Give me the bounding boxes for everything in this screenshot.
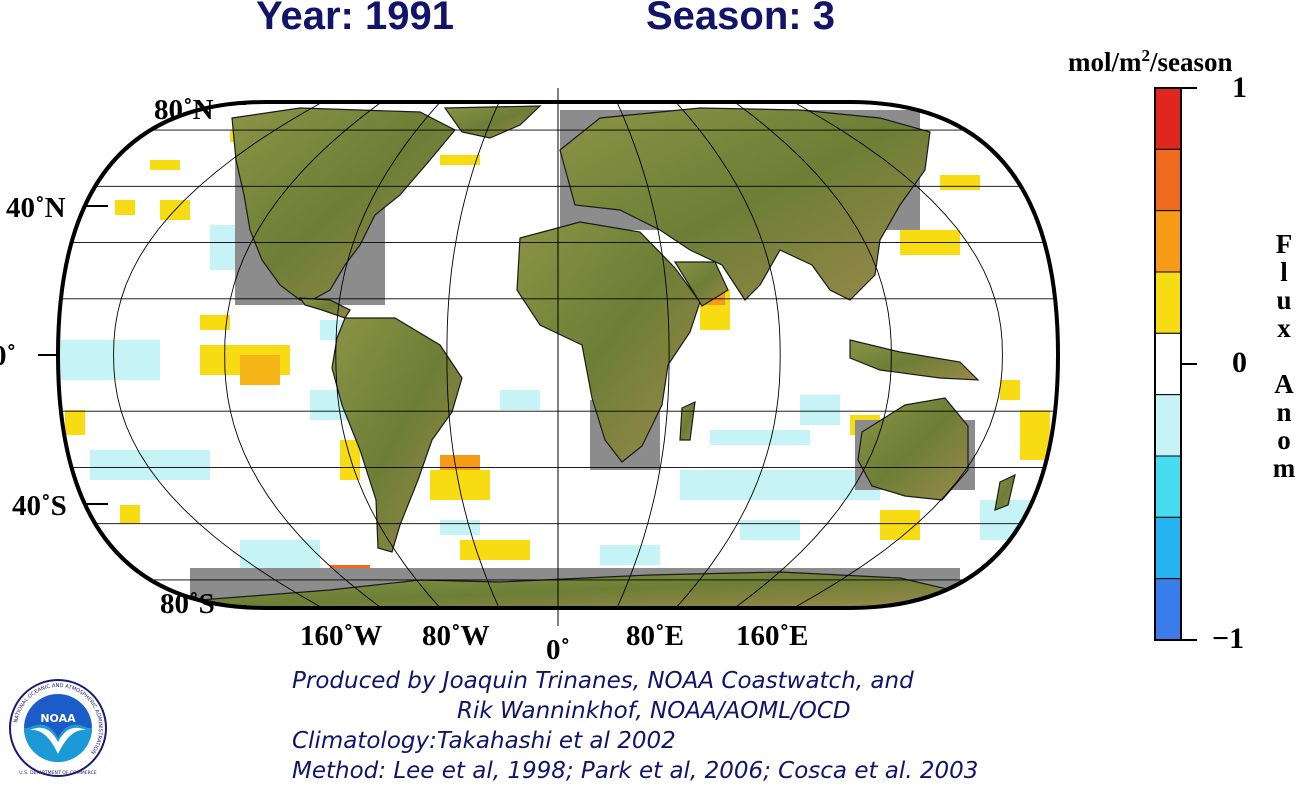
anomaly-cell: [600, 545, 660, 565]
anomaly-cell: [65, 410, 85, 435]
meridian-line: [616, 102, 670, 608]
credits-line-1: Produced by Joaquin Trinanes, NOAA Coast…: [292, 668, 914, 694]
credits-line-4: Method: Lee et al, 1998; Park et al, 200…: [292, 758, 979, 784]
year-title: Year: 1991: [256, 0, 454, 38]
anomaly-cell: [240, 355, 280, 385]
lat-label-80n: 80˚N: [154, 94, 214, 126]
lon-label-160e: 160˚E: [736, 620, 809, 652]
colorbar-title: F l u x A n o m: [1272, 229, 1296, 483]
lon-label-80w: 80˚W: [422, 620, 490, 652]
land-masses: [188, 105, 1016, 608]
southeast-asia-islands: [849, 339, 980, 381]
anomaly-cell: [940, 175, 980, 190]
anomaly-cell: [60, 340, 160, 380]
anomaly-cell: [460, 540, 530, 560]
anomaly-cell: [500, 390, 540, 410]
colorbar-segment: [1154, 332, 1182, 396]
meridian-line: [734, 102, 892, 608]
colorbar-units: mol/m2/season: [1068, 46, 1233, 77]
australia: [857, 397, 969, 501]
anomaly-cell: [115, 200, 135, 215]
anomaly-cell: [880, 510, 920, 540]
colorbar-segment: [1154, 148, 1182, 212]
anomaly-cell: [710, 430, 810, 445]
colorbar-segment: [1154, 394, 1182, 457]
meridian-line: [113, 102, 323, 608]
anomaly-cell: [1000, 380, 1020, 400]
graticule: [58, 102, 1058, 608]
anomaly-cell: [200, 315, 230, 330]
season-title: Season: 3: [646, 0, 835, 38]
colorbar-mid-label: 0: [1232, 346, 1247, 379]
colorbar-segment: [1154, 516, 1182, 580]
lon-label-0: 0˚: [546, 634, 571, 666]
lat-label-eq: 0˚: [0, 340, 17, 372]
map-border: [55, 100, 1061, 610]
africa: [516, 221, 701, 463]
anomaly-cell: [340, 440, 360, 480]
anomaly-cell: [1020, 410, 1050, 460]
colorbar-segment: [1154, 87, 1182, 150]
eurasia: [559, 107, 931, 301]
anomaly-cell: [240, 540, 320, 570]
lat-label-40n: 40˚N: [6, 192, 66, 224]
meridian-line: [793, 102, 1003, 608]
anomaly-cell: [440, 155, 480, 165]
colorbar: [1154, 87, 1197, 641]
meridian-line: [446, 102, 500, 608]
anomaly-cell: [90, 450, 210, 480]
lat-label-40s: 40˚S: [12, 490, 67, 522]
colorbar-max-label: 1: [1232, 71, 1247, 104]
colorbar-segment: [1154, 271, 1182, 334]
noaa-logo: NATIONAL OCEANIC AND ATMOSPHERIC ADMINIS…: [9, 679, 107, 777]
lon-label-80e: 80˚E: [626, 620, 684, 652]
colorbar-segment: [1154, 578, 1182, 641]
meridian-line: [224, 102, 382, 608]
lat-label-80s: 80˚S: [160, 588, 215, 620]
svg-text:NOAA: NOAA: [40, 712, 76, 725]
meridian-line: [675, 102, 781, 608]
meridian-line: [335, 102, 441, 608]
credits-line-3: Climatology:Takahashi et al 2002: [292, 728, 676, 754]
colorbar-segment: [1154, 210, 1182, 273]
new-zealand: [994, 473, 1016, 511]
anomaly-cell: [800, 395, 840, 425]
svg-text:U.S. DEPARTMENT OF COMMERCE: U.S. DEPARTMENT OF COMMERCE: [19, 770, 96, 776]
anomaly-cell: [680, 470, 880, 500]
anomaly-cell: [430, 470, 490, 500]
credits-line-2: Rik Wanninkhof, NOAA/AOML/OCD: [457, 698, 851, 724]
arabia: [673, 261, 729, 307]
anomaly-cell: [740, 520, 800, 540]
anomaly-cell: [120, 505, 140, 523]
anomaly-cell: [440, 520, 480, 535]
colorbar-min-label: −1: [1212, 622, 1245, 655]
anomaly-cell: [150, 160, 180, 170]
lon-label-160w: 160˚W: [300, 620, 383, 652]
credits: Produced by Joaquin Trinanes, NOAA Coast…: [292, 666, 978, 786]
colorbar-segment: [1154, 455, 1182, 518]
north-america: [231, 107, 456, 301]
